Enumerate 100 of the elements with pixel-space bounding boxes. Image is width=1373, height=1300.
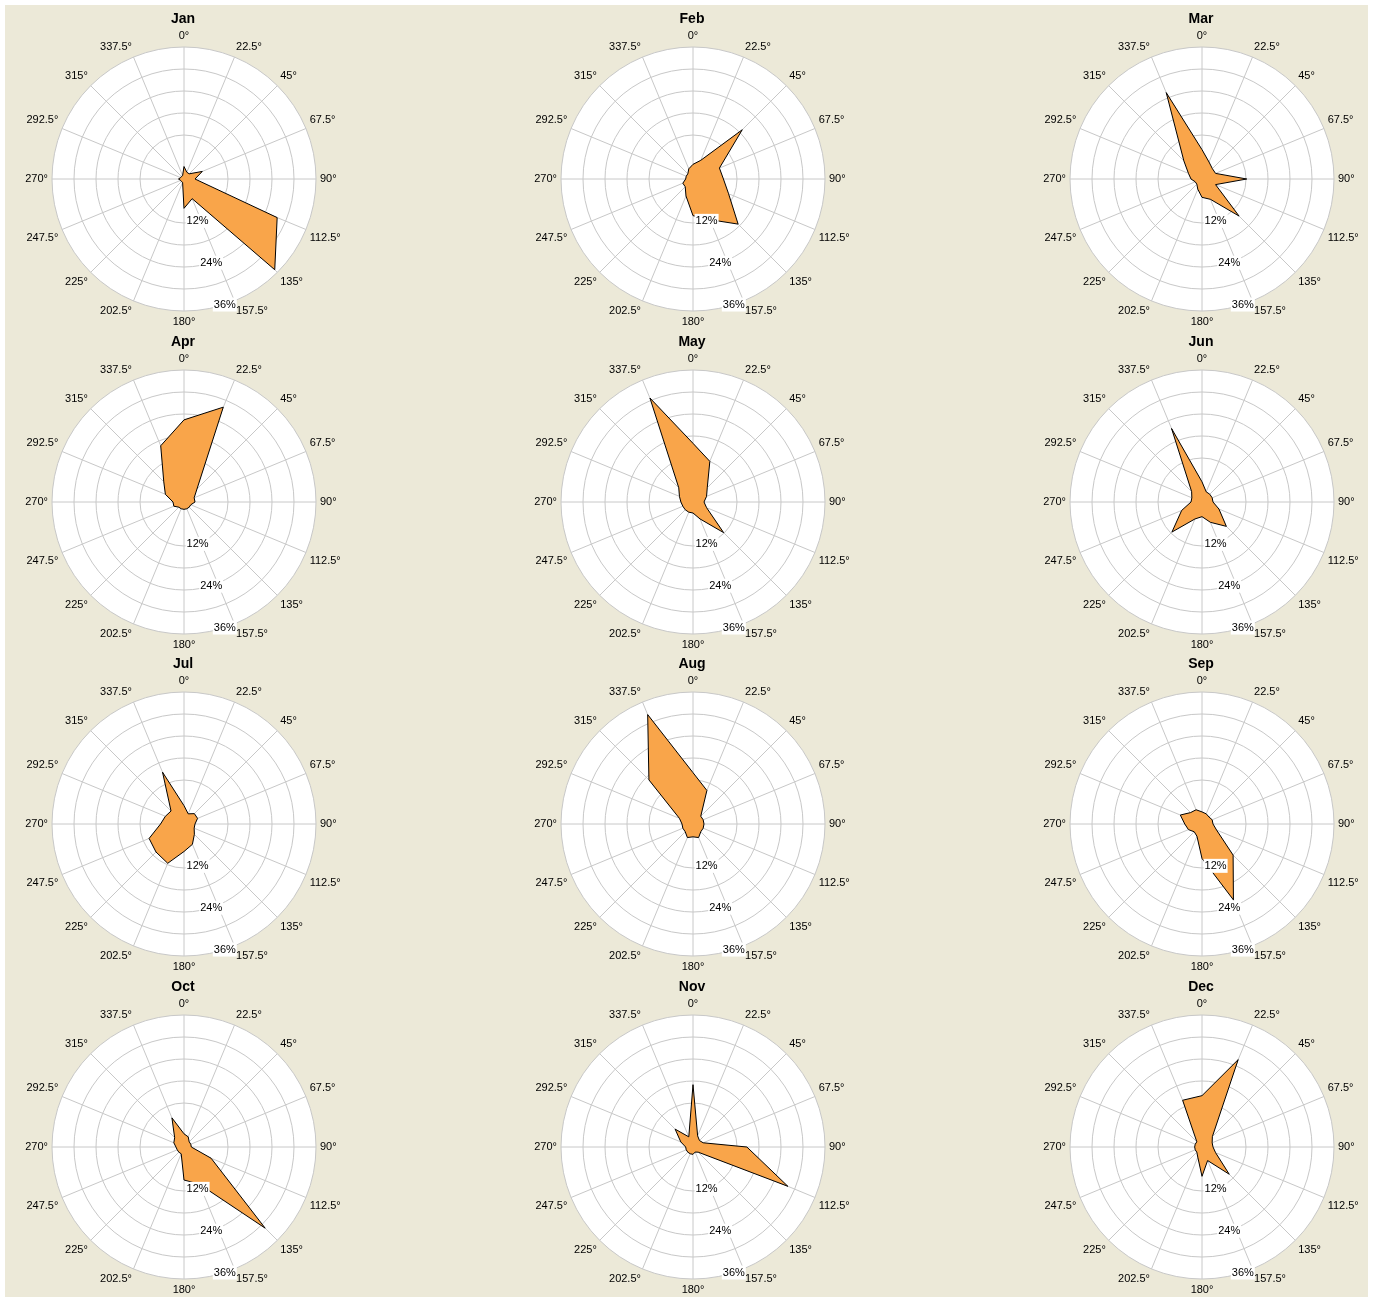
spoke-label: 247.5° — [535, 875, 568, 888]
spoke-label: 112.5° — [818, 553, 850, 566]
chart-title: Nov — [678, 978, 706, 995]
spoke-label: 90° — [320, 1140, 337, 1153]
spoke-label: 112.5° — [1327, 1198, 1359, 1211]
spoke-label: 270° — [534, 1140, 557, 1153]
y-tick-label: 36% — [722, 297, 746, 310]
chart-title: Oct — [171, 978, 195, 995]
spoke-label: 202.5° — [100, 627, 132, 640]
spoke-label: 112.5° — [1327, 553, 1359, 566]
spoke-label: 292.5° — [26, 113, 59, 126]
spoke-label: 135° — [1298, 1242, 1321, 1255]
spoke-label: 247.5° — [26, 230, 59, 243]
spoke-label: 337.5° — [609, 684, 641, 697]
spoke-label: 180° — [172, 637, 196, 650]
y-tick-label: 36% — [1231, 620, 1255, 633]
chart-title: Aug — [678, 655, 706, 672]
spoke-label: 0° — [687, 674, 699, 687]
spoke-label: 45° — [1298, 1037, 1315, 1050]
chart-title: Jan — [170, 10, 196, 27]
spoke-label: 247.5° — [26, 1198, 59, 1211]
spoke-label: 90° — [320, 817, 337, 830]
y-tick-label: 12% — [1204, 858, 1227, 871]
spoke-label: 135° — [1298, 919, 1321, 932]
spoke-label: 0° — [178, 997, 190, 1010]
spoke-label: 247.5° — [535, 553, 568, 566]
y-tick-label: 24% — [709, 255, 732, 268]
spoke-label: 180° — [681, 959, 705, 972]
spoke-label: 0° — [687, 997, 699, 1010]
spoke-label: 247.5° — [1044, 875, 1077, 888]
spoke-label: 315° — [1083, 1037, 1106, 1050]
spoke-label: 225° — [65, 1242, 88, 1255]
spoke-label: 315° — [574, 392, 597, 405]
spoke-label: 112.5° — [309, 875, 341, 888]
spoke-label: 157.5° — [745, 627, 777, 640]
spoke-label: 90° — [829, 495, 846, 508]
spoke-label: 67.5° — [309, 758, 336, 771]
chart-title: Dec — [1188, 978, 1215, 995]
spoke-label: 315° — [1083, 714, 1106, 727]
spoke-label: 67.5° — [818, 436, 845, 449]
spoke-label: 247.5° — [26, 553, 59, 566]
spoke-label: 157.5° — [745, 949, 777, 962]
spoke-label: 180° — [1190, 314, 1214, 327]
spoke-label: 337.5° — [609, 362, 641, 375]
spoke-label: 67.5° — [1327, 1081, 1354, 1094]
spoke-label: 315° — [65, 714, 88, 727]
spoke-label: 90° — [829, 817, 846, 830]
y-tick-label: 12% — [186, 536, 209, 549]
spoke-label: 270° — [1043, 495, 1066, 508]
chart-title: Feb — [679, 10, 705, 27]
spoke-label: 67.5° — [309, 1081, 336, 1094]
spoke-label: 0° — [178, 29, 190, 42]
spoke-label: 157.5° — [745, 304, 777, 317]
spoke-label: 157.5° — [1254, 304, 1286, 317]
spoke-label: 247.5° — [1044, 553, 1077, 566]
spoke-label: 202.5° — [100, 1272, 132, 1285]
spoke-label: 337.5° — [100, 39, 132, 52]
spoke-label: 315° — [574, 69, 597, 82]
spoke-label: 112.5° — [818, 875, 850, 888]
spoke-label: 292.5° — [26, 1081, 59, 1094]
spoke-label: 292.5° — [535, 758, 568, 771]
y-tick-label: 36% — [1231, 1265, 1255, 1278]
spoke-label: 270° — [25, 817, 48, 830]
spoke-label: 135° — [280, 274, 303, 287]
spoke-label: 180° — [681, 637, 705, 650]
spoke-label: 247.5° — [1044, 230, 1077, 243]
spoke-label: 90° — [1338, 495, 1355, 508]
spoke-label: 0° — [178, 352, 190, 365]
spoke-label: 337.5° — [1118, 362, 1150, 375]
spoke-label: 225° — [574, 597, 597, 610]
y-tick-label: 24% — [709, 1223, 732, 1236]
y-tick-label: 12% — [695, 536, 718, 549]
spoke-label: 22.5° — [745, 684, 771, 697]
spoke-label: 315° — [65, 69, 88, 82]
spoke-label: 337.5° — [1118, 684, 1150, 697]
spoke-label: 202.5° — [1118, 627, 1150, 640]
spoke-label: 157.5° — [236, 627, 268, 640]
spoke-label: 225° — [65, 919, 88, 932]
spoke-label: 337.5° — [100, 1007, 132, 1020]
spoke-label: 180° — [1190, 1282, 1214, 1295]
spoke-label: 112.5° — [309, 230, 341, 243]
spoke-label: 67.5° — [818, 1081, 845, 1094]
y-tick-label: 24% — [1218, 578, 1241, 591]
y-tick-label: 24% — [1218, 255, 1241, 268]
y-tick-label: 24% — [200, 900, 223, 913]
spoke-label: 67.5° — [309, 436, 336, 449]
spoke-label: 22.5° — [745, 1007, 771, 1020]
spoke-label: 292.5° — [26, 436, 59, 449]
spoke-label: 247.5° — [1044, 1198, 1077, 1211]
spoke-label: 0° — [1196, 352, 1208, 365]
spoke-label: 135° — [789, 597, 812, 610]
spoke-label: 202.5° — [1118, 304, 1150, 317]
spoke-label: 180° — [172, 314, 196, 327]
spoke-label: 225° — [65, 274, 88, 287]
spoke-label: 225° — [1083, 274, 1106, 287]
spoke-label: 22.5° — [236, 684, 262, 697]
spoke-label: 292.5° — [1044, 436, 1077, 449]
chart-title: Apr — [170, 333, 196, 350]
spoke-label: 67.5° — [309, 113, 336, 126]
spoke-label: 0° — [687, 29, 699, 42]
